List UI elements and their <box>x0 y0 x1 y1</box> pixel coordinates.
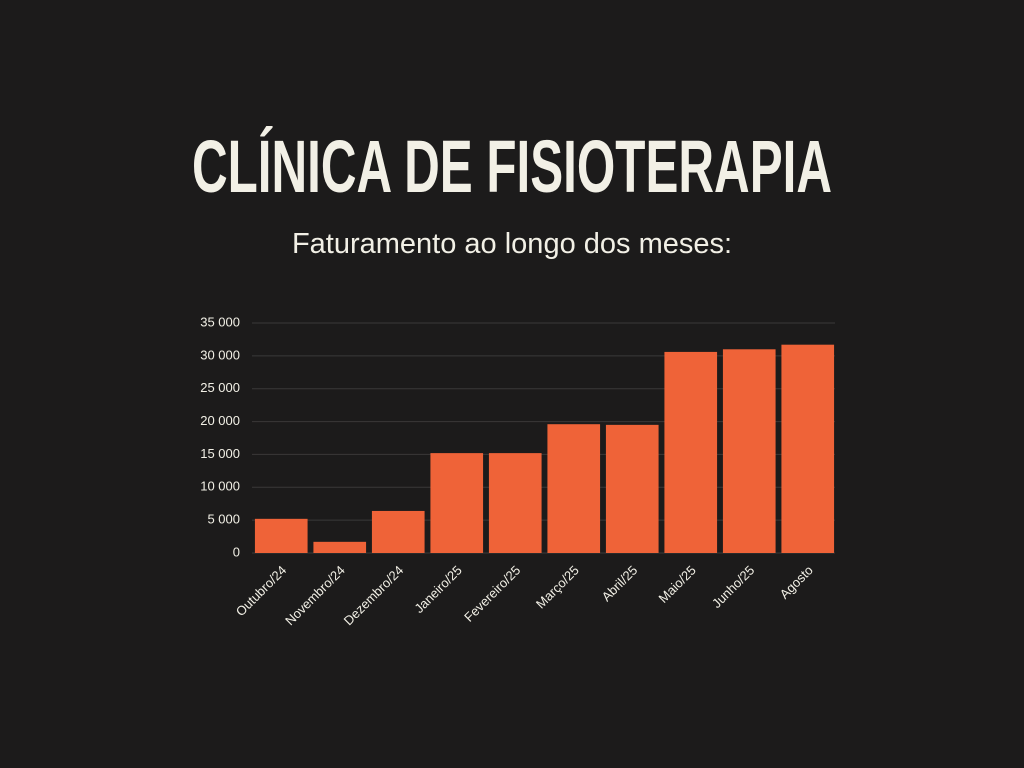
bar <box>371 510 425 553</box>
bar <box>430 453 484 553</box>
bar <box>547 424 601 553</box>
bar <box>488 453 542 553</box>
y-tick-label: 0 <box>233 544 240 559</box>
y-tick-label: 30 000 <box>200 347 240 362</box>
y-tick-label: 10 000 <box>200 479 240 494</box>
y-tick-label: 5 000 <box>207 512 240 527</box>
y-tick-label: 15 000 <box>200 446 240 461</box>
y-tick-label: 20 000 <box>200 413 240 428</box>
y-tick-label: 25 000 <box>200 380 240 395</box>
bar <box>313 541 367 553</box>
bar <box>254 518 308 553</box>
bar <box>605 424 659 553</box>
y-tick-label: 35 000 <box>200 314 240 329</box>
chart-subtitle: Faturamento ao longo dos meses: <box>292 228 732 260</box>
bar <box>664 351 718 553</box>
chart-title: CLÍNICA DE FISIOTERAPIA <box>192 125 832 208</box>
bar <box>722 349 776 553</box>
bar <box>781 344 835 553</box>
